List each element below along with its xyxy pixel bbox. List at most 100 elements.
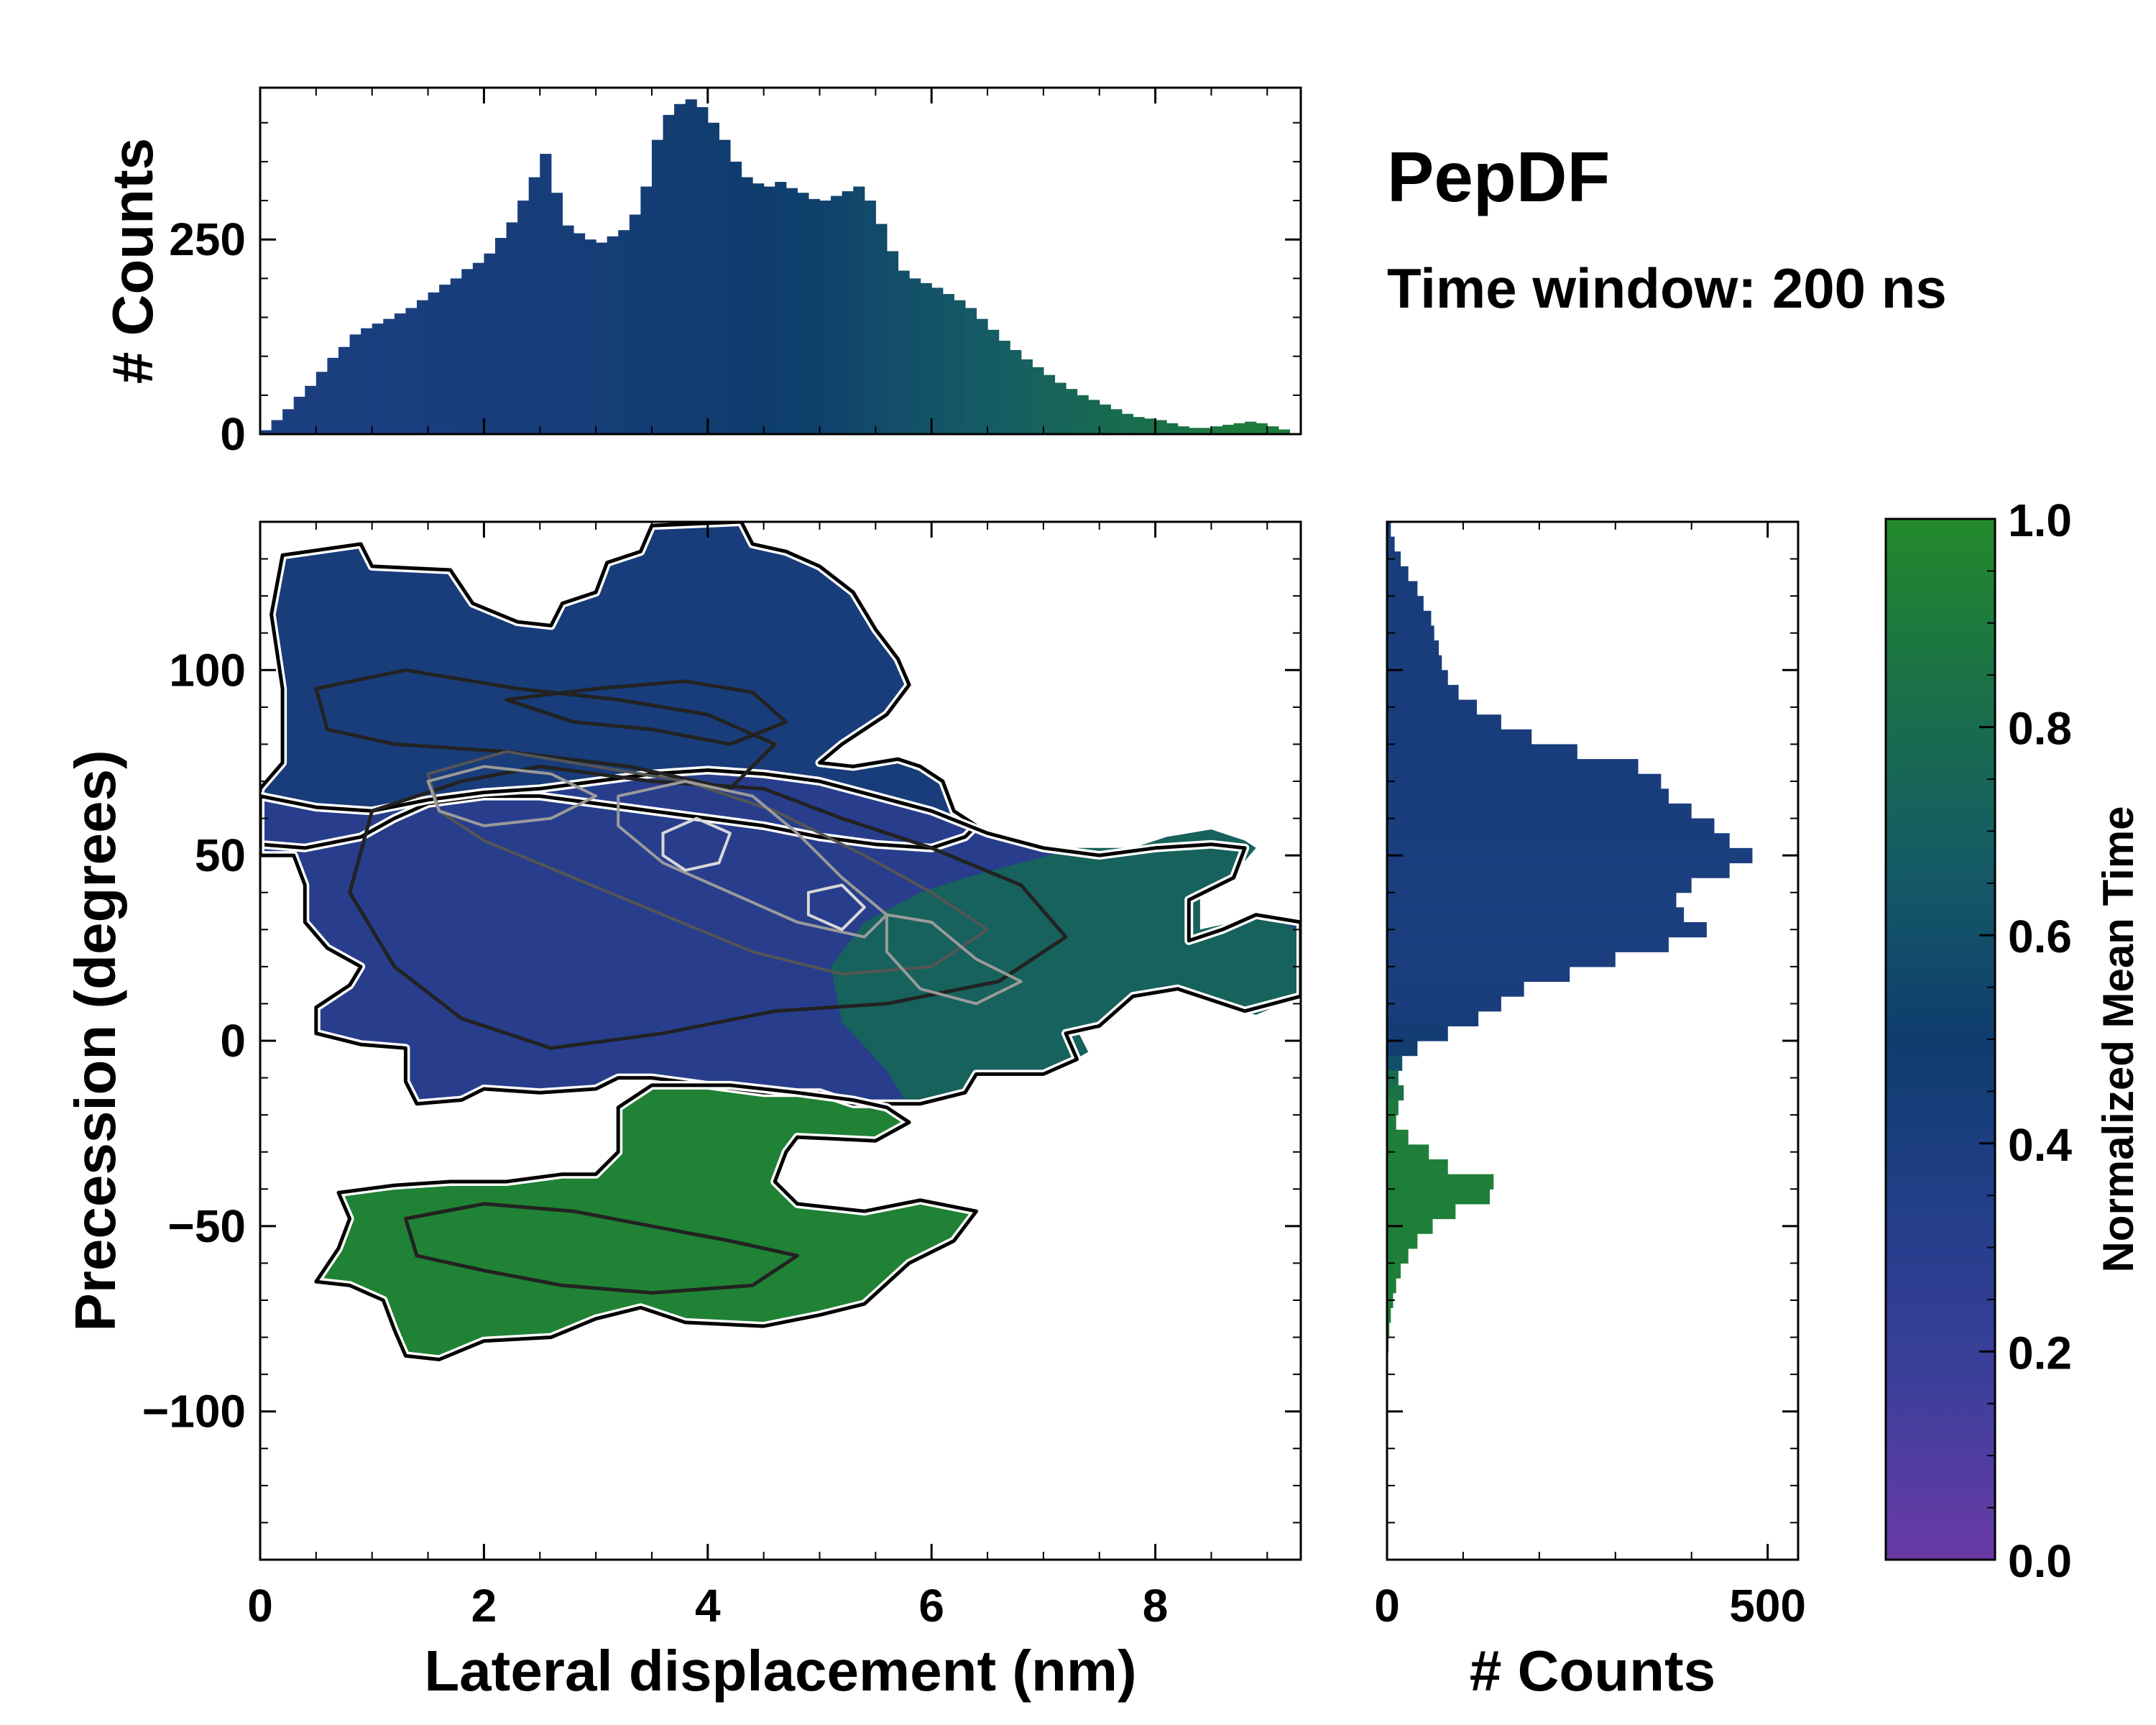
top-histogram-bar	[494, 238, 507, 434]
top-histogram-bar	[685, 99, 697, 434]
top-histogram-bar	[260, 430, 272, 434]
top-histogram-bar	[629, 214, 641, 434]
top-histogram-bar	[797, 193, 809, 434]
top-histogram-bar	[439, 285, 451, 434]
colorbar-tick-label: 0.8	[2008, 703, 2072, 755]
top-histogram-bar	[1021, 359, 1033, 434]
top-histogram-bar	[886, 251, 899, 434]
right-histogram-bar	[1387, 981, 1524, 997]
right-histogram-bar	[1387, 655, 1442, 671]
top-histogram-bar	[898, 270, 910, 434]
top-histogram-bar	[1144, 418, 1156, 434]
colorbar-label: Normalized Mean Time	[2094, 806, 2142, 1272]
top-histogram-bar	[1155, 420, 1167, 434]
y-tick-label: −100	[142, 1386, 246, 1438]
top-histogram-bar	[361, 328, 373, 434]
right-histogram-bar	[1387, 581, 1418, 597]
top-histogram-bar	[1043, 374, 1056, 434]
top-histogram-bar	[596, 242, 608, 434]
top-histogram-bar	[786, 188, 798, 434]
top-histogram-bar	[707, 122, 719, 434]
right-histogram-bar	[1387, 1159, 1448, 1175]
y-tick-label: −50	[167, 1200, 246, 1252]
right-histogram-bar	[1387, 907, 1685, 923]
top-histogram-ylabel: # Counts	[101, 138, 165, 384]
top-histogram-bar	[573, 233, 586, 434]
top-histogram-bar	[428, 292, 440, 434]
right-histogram-bar	[1387, 1115, 1396, 1131]
top-histogram-bar	[1199, 428, 1212, 434]
right-histogram-bar	[1387, 892, 1677, 908]
heatmap-region-lower-green-lobe	[315, 1085, 977, 1360]
right-histogram-bar	[1387, 670, 1448, 686]
right-histogram-bar	[1387, 1278, 1396, 1294]
top-histogram-bar	[394, 313, 407, 434]
top-histogram-bar	[450, 278, 462, 434]
top-histogram-bar	[484, 253, 496, 434]
right-histogram-bar	[1387, 952, 1616, 967]
right-histogram-bar	[1387, 566, 1409, 582]
contour-core	[661, 816, 732, 872]
top-histogram-bar	[1010, 350, 1022, 434]
right-histogram-bar	[1387, 921, 1707, 938]
top-histogram-frame	[259, 86, 1302, 436]
top-histogram-bar	[875, 224, 888, 434]
top-histogram-bar	[271, 420, 283, 434]
top-histogram-bar	[372, 323, 384, 434]
top-histogram-bar	[461, 269, 474, 434]
main-xlabel: Lateral displacement (nm)	[424, 1639, 1136, 1703]
right-histogram-bar	[1387, 847, 1753, 864]
top-histogram-bar	[964, 308, 977, 434]
top-histogram-bar	[506, 222, 518, 434]
top-histogram-bar	[819, 201, 831, 434]
right-histogram-bar	[1387, 833, 1730, 849]
top-histogram-bar	[831, 196, 843, 434]
right-histogram-bar	[1387, 1144, 1429, 1160]
right-histogram-bar	[1387, 684, 1459, 701]
right-histogram-bar	[1387, 1189, 1490, 1205]
right-histogram-bar	[1387, 1174, 1494, 1190]
top-histogram-bar	[1032, 367, 1044, 434]
right-histogram-bar	[1387, 996, 1501, 1012]
heatmap-region-green-right-arm	[831, 829, 1301, 1108]
right-histogram-bar	[1387, 1026, 1448, 1041]
right-histogram-bar	[1387, 522, 1391, 538]
top-histogram-bar	[383, 318, 395, 434]
top-histogram-bar	[282, 409, 295, 434]
density-contours	[314, 668, 1068, 1295]
contour-inner	[426, 765, 598, 827]
right-histogram-bar	[1387, 1233, 1418, 1249]
right-histogram-bar	[1387, 1085, 1404, 1101]
right-histogram-bar	[1387, 1322, 1390, 1338]
top-histogram-bar	[1222, 425, 1235, 434]
top-histogram-bar	[1233, 423, 1245, 434]
colorbar-ticks: 0.0 0.2 0.4 0.6 0.8 1.0	[1979, 494, 2072, 1587]
y-tick-label: 0	[220, 1015, 246, 1067]
top-histogram-axes: 0 250	[169, 88, 1301, 460]
top-histogram-bar	[808, 198, 821, 434]
right-histogram-xlabel: # Counts	[1470, 1639, 1715, 1703]
contour-mid	[426, 750, 989, 976]
right-histogram-bar	[1387, 714, 1501, 730]
top-histogram-bar	[540, 154, 552, 434]
right-histogram-bar	[1387, 937, 1669, 952]
right-histogram-bar	[1387, 699, 1477, 715]
main-heatmap-frame	[259, 520, 1302, 1561]
top-histogram-bar	[1121, 413, 1134, 434]
right-histogram-bar	[1387, 729, 1532, 745]
right-histogram-bar	[1387, 759, 1639, 775]
top-histogram-bar	[1256, 423, 1268, 434]
top-histogram-bar	[741, 177, 753, 434]
top-histogram-bar	[842, 191, 854, 434]
main-heatmap-panel: 0 2 4 6 8 −100 −50 0 50 100 Lateral displacement …	[63, 520, 1302, 1703]
top-histogram-bar	[1110, 409, 1123, 434]
main-ylabel: Precession (degrees)	[63, 750, 127, 1331]
top-histogram-bar	[550, 193, 563, 434]
x-tick-label: 6	[918, 1580, 944, 1632]
y-tick-label: 100	[169, 644, 246, 696]
top-histogram-bar	[562, 225, 574, 434]
top-histogram-bar	[663, 114, 675, 434]
top-histogram-bar	[853, 186, 865, 434]
right-histogram-bar	[1387, 1100, 1399, 1116]
right-histogram-panel: 0 500 # Counts	[1374, 520, 1806, 1703]
